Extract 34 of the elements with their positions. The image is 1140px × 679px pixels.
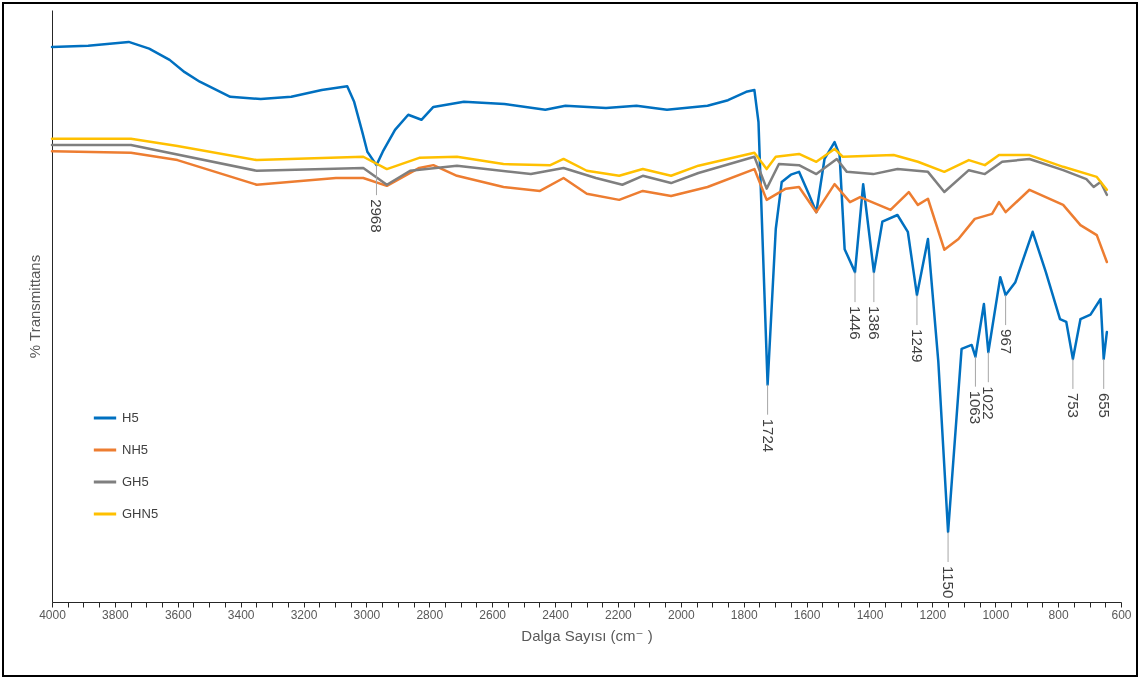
annotation: 1150 — [940, 565, 958, 599]
x-tick-label: 600 — [1111, 607, 1132, 622]
legend-label: GHN5 — [122, 506, 159, 521]
annotation: 1249 — [908, 329, 926, 363]
x-tick-label: 3000 — [353, 607, 381, 622]
x-tick-label: 1600 — [793, 607, 821, 622]
annotation: 655 — [1095, 392, 1113, 418]
annotation: 967 — [997, 329, 1015, 355]
x-tick-label: 1000 — [982, 607, 1010, 622]
x-tick-label: 2600 — [479, 607, 507, 622]
x-tick-label: 3800 — [102, 607, 130, 622]
x-tick-label: 3200 — [290, 607, 318, 622]
x-tick-label: 1800 — [730, 607, 758, 622]
annotation: 1724 — [759, 418, 777, 453]
y-axis-title: % Transmittans — [25, 254, 43, 359]
annotation: 1386 — [865, 306, 883, 340]
legend-label: NH5 — [122, 442, 149, 457]
annotation: 1446 — [847, 306, 865, 340]
x-tick-label: 2400 — [542, 607, 570, 622]
x-tick-label: 1400 — [856, 607, 884, 622]
x-axis-title: Dalga Sayısı (cm⁻ ) — [521, 626, 653, 644]
annotation: 2968 — [368, 199, 386, 233]
x-tick-label: 2800 — [416, 607, 444, 622]
legend-label: GH5 — [122, 474, 149, 489]
annotation: 753 — [1064, 392, 1082, 418]
annotation: 1022 — [980, 386, 998, 420]
x-tick-label: 800 — [1048, 607, 1069, 622]
legend-label: H5 — [122, 410, 139, 425]
x-tick-label: 2000 — [667, 607, 695, 622]
x-tick-label: 1200 — [919, 607, 947, 622]
x-tick-label: 2200 — [605, 607, 633, 622]
x-tick-label: 3600 — [164, 607, 192, 622]
x-tick-label: 3400 — [227, 607, 255, 622]
x-tick-label: 4000 — [39, 607, 67, 622]
